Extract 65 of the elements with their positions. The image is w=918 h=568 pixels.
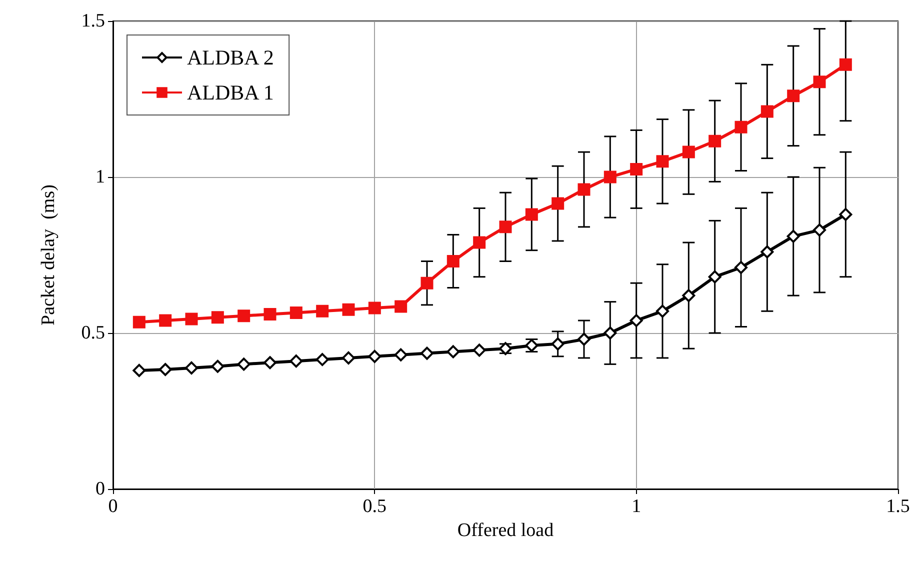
point [290,354,303,368]
point [158,363,172,376]
y-axis-title: Packet delay (ms) [38,184,59,326]
y-tick-label: 0.5 [81,322,105,344]
point [682,289,696,302]
point [708,134,722,148]
point [159,314,172,327]
point [787,90,800,102]
point [682,146,695,158]
point [472,344,486,357]
point [760,105,774,118]
point [316,304,329,318]
point [578,332,590,346]
point [290,306,302,319]
point [473,236,486,249]
point [630,162,643,176]
point [132,316,146,328]
point [264,308,276,321]
x-tick-label: 0.5 [362,496,387,517]
legend-label: ALDBA 1 [187,80,274,104]
point [211,311,224,324]
point [630,314,643,328]
point [342,351,355,364]
point [368,302,381,314]
point [552,197,564,210]
point [394,348,408,362]
point [368,350,382,363]
legend-label: ALDBA 2 [187,46,274,70]
point [708,270,722,284]
point [264,356,276,370]
point [237,358,250,371]
x-tick-label: 1 [632,496,642,517]
point [238,310,250,322]
point [734,260,748,274]
point [578,183,590,196]
point [786,230,800,243]
point [813,76,826,88]
x-axis-title: Offered load [457,520,554,541]
point [656,155,669,168]
y-tick-label: 1 [96,166,105,188]
point [420,346,434,360]
point [446,254,460,268]
point [446,345,460,358]
point [734,120,748,134]
point [839,58,852,71]
point [185,312,198,326]
point [525,208,538,221]
x-tick-label: 1.5 [886,496,910,517]
y-tick-label: 0 [96,478,105,500]
point [342,303,355,316]
point [604,326,617,340]
point [185,361,198,374]
point [316,353,329,366]
point [656,304,669,318]
point [551,337,564,350]
point [813,224,826,237]
point [604,170,616,184]
point [132,364,146,377]
point [839,208,852,221]
point [394,300,408,313]
point [760,245,774,258]
point [211,360,224,373]
point [499,220,512,234]
point [420,276,434,290]
y-tick-label: 1.5 [81,10,105,32]
